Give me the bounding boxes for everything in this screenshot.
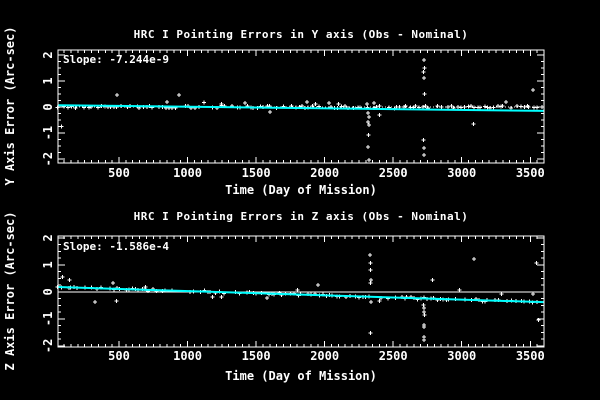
x-tick-label: 3000 bbox=[447, 166, 476, 180]
y-tick-label: -1 bbox=[41, 126, 55, 140]
y-tick-label: -2 bbox=[41, 152, 55, 166]
x-axis-title: Time (Day of Mission) bbox=[225, 183, 377, 197]
y-tick-label: 2 bbox=[41, 234, 55, 241]
x-tick-label: 3500 bbox=[516, 349, 545, 363]
z-axis-error-panel: HRC I Pointing Errors in Z axis (Obs - N… bbox=[3, 210, 545, 383]
x-tick-label: 2000 bbox=[310, 349, 339, 363]
z-error-plot-area: 500 1000 1500 2000 2500 3000 3500 -2 -1 0 1 2 bbox=[41, 234, 545, 363]
x-tick-label: 500 bbox=[108, 166, 130, 180]
x-tick-label: 2000 bbox=[310, 166, 339, 180]
data-points bbox=[55, 252, 541, 342]
y-axis-error-panel: HRC I Pointing Errors in Y axis (Obs - N… bbox=[3, 27, 545, 197]
y-error-plot-area: 500 1000 1500 2000 2500 3000 3500 -2 -1 0 1 2 bbox=[41, 49, 545, 180]
plot-frame bbox=[57, 235, 545, 348]
x-tick-label: 2500 bbox=[379, 349, 408, 363]
y-tick-label: 2 bbox=[41, 51, 55, 58]
panel-title: HRC I Pointing Errors in Z axis (Obs - N… bbox=[134, 210, 469, 223]
y-tick-label: 1 bbox=[41, 261, 55, 268]
y-axis-title: Z Axis Error (Arc-sec) bbox=[3, 212, 17, 371]
x-tick-label: 1500 bbox=[242, 166, 271, 180]
y-tick-label: 1 bbox=[41, 77, 55, 84]
plot-frame bbox=[57, 49, 545, 164]
x-tick-label: 2500 bbox=[379, 166, 408, 180]
fit-line bbox=[57, 286, 545, 304]
y-tick-label: 0 bbox=[41, 288, 55, 295]
fit-line bbox=[57, 104, 545, 112]
y-tick-label: -2 bbox=[41, 339, 55, 353]
x-axis-title: Time (Day of Mission) bbox=[225, 369, 377, 383]
x-tick-label: 1000 bbox=[173, 166, 202, 180]
slope-label: Slope: -7.244e-9 bbox=[63, 53, 169, 66]
x-tick-label: 3000 bbox=[447, 349, 476, 363]
x-tick-label: 500 bbox=[108, 349, 130, 363]
panel-title: HRC I Pointing Errors in Y axis (Obs - N… bbox=[134, 28, 469, 41]
tick-marks bbox=[58, 50, 545, 163]
y-axis-title: Y Axis Error (Arc-sec) bbox=[3, 27, 17, 186]
y-tick-label: 0 bbox=[41, 103, 55, 110]
y-tick-label: -1 bbox=[41, 312, 55, 326]
tick-marks bbox=[58, 236, 545, 347]
x-tick-label: 1000 bbox=[173, 349, 202, 363]
x-tick-label: 1500 bbox=[242, 349, 271, 363]
x-tick-label: 3500 bbox=[516, 166, 545, 180]
slope-label: Slope: -1.586e-4 bbox=[63, 240, 169, 253]
